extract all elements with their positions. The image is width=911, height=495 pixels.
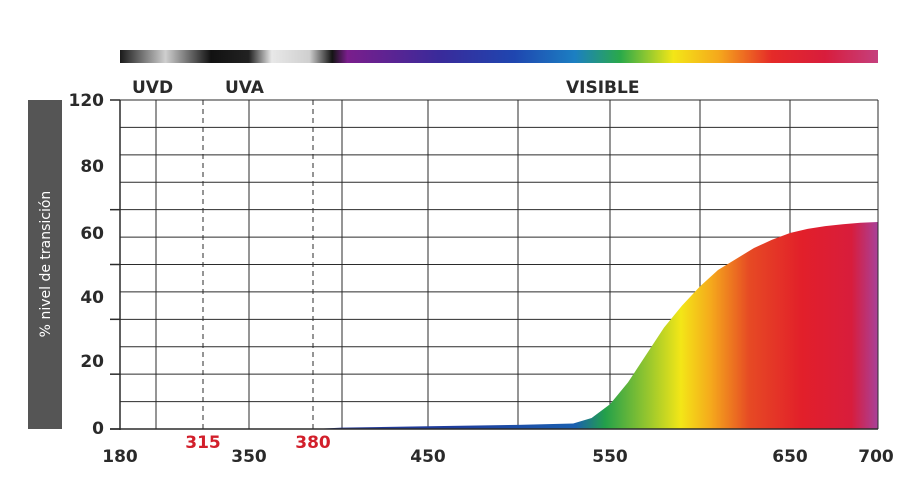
region-label-uva: UVA bbox=[225, 78, 265, 98]
marker-label-315: 315 bbox=[185, 433, 221, 453]
y-tick-label-20: 20 bbox=[80, 352, 104, 372]
y-tick-label-0: 0 bbox=[92, 419, 104, 439]
x-tick-label-350: 350 bbox=[231, 447, 267, 467]
series-area bbox=[120, 222, 878, 429]
plot-frame bbox=[110, 99, 879, 430]
y-tick-label-60: 60 bbox=[80, 224, 104, 244]
series-area-group bbox=[120, 222, 878, 429]
y-tick-label-80: 80 bbox=[80, 157, 104, 177]
marker-label-380: 380 bbox=[295, 433, 331, 453]
spectrum-band bbox=[120, 50, 878, 63]
x-tick-label-650: 650 bbox=[772, 447, 808, 467]
ylabel: % nivel de transición bbox=[38, 191, 54, 338]
x-tick-label-550: 550 bbox=[592, 447, 628, 467]
x-tick-label-700: 700 bbox=[858, 447, 894, 467]
x-tick-label-450: 450 bbox=[410, 447, 446, 467]
ylabel-box bbox=[28, 100, 62, 429]
x-tick-label-180: 180 bbox=[102, 447, 138, 467]
region-label-visible: VISIBLE bbox=[566, 78, 639, 98]
y-tick-label-120: 120 bbox=[69, 91, 105, 111]
y-tick-label-40: 40 bbox=[80, 288, 104, 308]
region-label-uvd: UVD bbox=[132, 78, 173, 98]
grid bbox=[110, 99, 878, 430]
